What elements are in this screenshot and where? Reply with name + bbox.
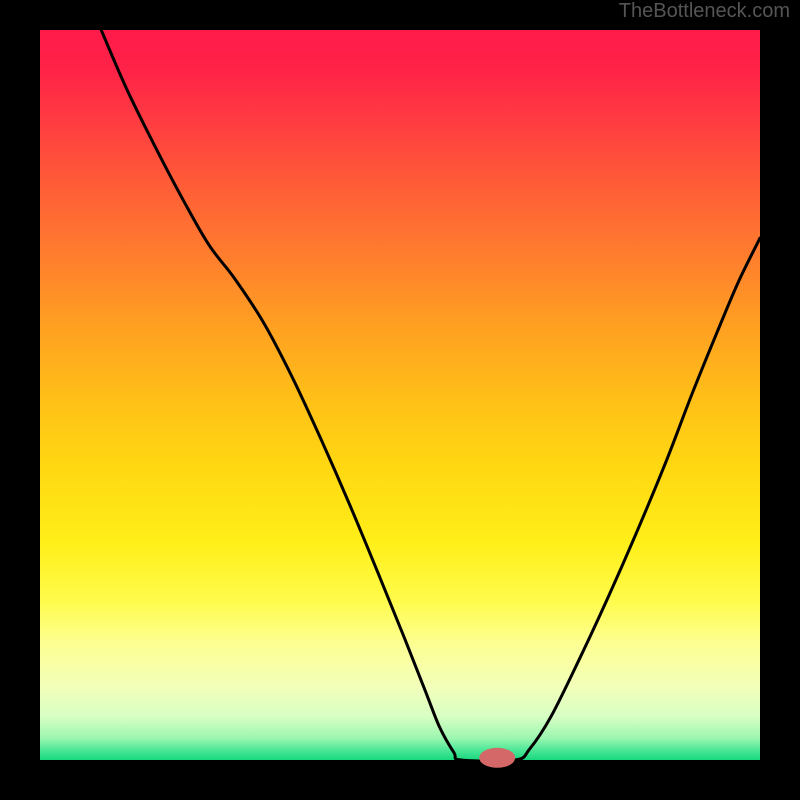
plot-background [40,30,760,760]
chart-container: TheBottleneck.com [0,0,800,800]
watermark-label: TheBottleneck.com [619,0,790,23]
optimum-marker [479,748,515,768]
bottleneck-chart [0,0,800,800]
